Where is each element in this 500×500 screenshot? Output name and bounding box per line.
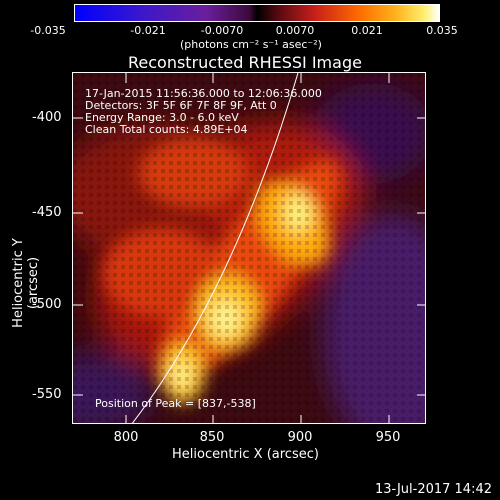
- y-tick: -400: [32, 110, 62, 125]
- info-clean: Clean Total counts: 4.89E+04: [85, 123, 248, 136]
- info-energy: Energy Range: 3.0 - 6.0 keV: [85, 111, 239, 124]
- x-tick: 950: [375, 430, 401, 445]
- info-peak: Position of Peak = [837,-538]: [95, 397, 256, 410]
- colorbar-ticks: -0.035 -0.021 -0.0070 0.0070 0.021 0.035: [0, 24, 500, 38]
- x-axis-label: Heliocentric X (arcsec): [172, 447, 319, 462]
- colorbar-unit: (photons cm⁻² s⁻¹ asec⁻²): [180, 38, 322, 51]
- colorbar-tick: -0.035: [30, 24, 66, 37]
- colorbar: [74, 4, 440, 22]
- y-tick: -500: [32, 297, 62, 312]
- y-tick: -450: [32, 205, 62, 220]
- image-title: Reconstructed RHESSI Image: [128, 53, 362, 72]
- x-tick: 800: [113, 430, 139, 445]
- x-tick: 900: [287, 430, 313, 445]
- y-axis-label: Heliocentric Y (arcsec): [11, 238, 41, 328]
- colorbar-tick: 0.035: [426, 24, 458, 37]
- info-time: 17-Jan-2015 11:56:36.000 to 12:06:36.000: [85, 87, 322, 100]
- info-detectors: Detectors: 3F 5F 6F 7F 8F 9F, Att 0: [85, 99, 277, 112]
- colorbar-tick: 0.021: [351, 24, 383, 37]
- colorbar-tick: -0.021: [130, 24, 166, 37]
- colorbar-tick: -0.0070: [200, 24, 244, 37]
- y-tick: -550: [32, 387, 62, 402]
- colorbar-tick: 0.0070: [275, 24, 315, 37]
- x-tick: 850: [199, 430, 225, 445]
- timestamp: 13-Jul-2017 14:42: [374, 482, 492, 497]
- image-canvas: [73, 73, 425, 423]
- rhessi-image: 17-Jan-2015 11:56:36.000 to 12:06:36.000…: [72, 72, 426, 424]
